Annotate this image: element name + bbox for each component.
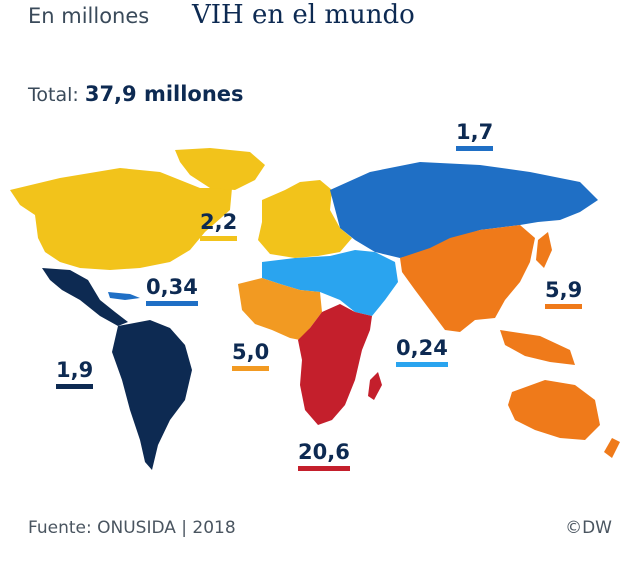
map-subtitle: En millones	[28, 4, 150, 28]
region-north-america	[10, 168, 232, 270]
label-middle-east-north-africa: 0,24	[396, 336, 448, 367]
region-eastern-europe-central-asia	[330, 162, 598, 258]
region-asia-pacific	[400, 225, 535, 332]
label-caribbean: 0,34	[146, 275, 198, 306]
dw-credit: ©DW	[565, 518, 612, 538]
region-australia	[508, 380, 600, 440]
label-west-central-europe-north-america: 2,2	[200, 210, 238, 241]
label-asia-pacific: 5,9	[545, 278, 583, 309]
region-caribbean	[108, 292, 140, 300]
label-latin-america: 1,9	[56, 358, 94, 389]
region-south-america	[112, 320, 192, 470]
source-note: Fuente: ONUSIDA | 2018	[28, 518, 236, 538]
region-japan	[536, 232, 552, 268]
label-west-central-africa: 5,0	[232, 340, 270, 371]
total-value: 37,9 millones	[84, 82, 244, 106]
map-title: VIH en el mundo	[192, 0, 415, 30]
region-southeast-asia	[500, 330, 575, 365]
region-east-southern-africa	[298, 304, 372, 425]
region-middle-east-north-africa	[262, 250, 398, 316]
label-eastern-europe-central-asia: 1,7	[456, 120, 494, 151]
total-line: Total: 37,9 millones	[28, 82, 244, 106]
region-europe	[258, 180, 352, 258]
region-mexico-central-america	[42, 268, 128, 326]
region-new-zealand	[604, 438, 620, 458]
region-greenland	[175, 148, 265, 190]
region-madagascar	[368, 372, 382, 400]
region-west-central-africa	[238, 278, 322, 340]
total-label: Total:	[28, 84, 79, 106]
label-east-southern-africa: 20,6	[298, 440, 350, 471]
